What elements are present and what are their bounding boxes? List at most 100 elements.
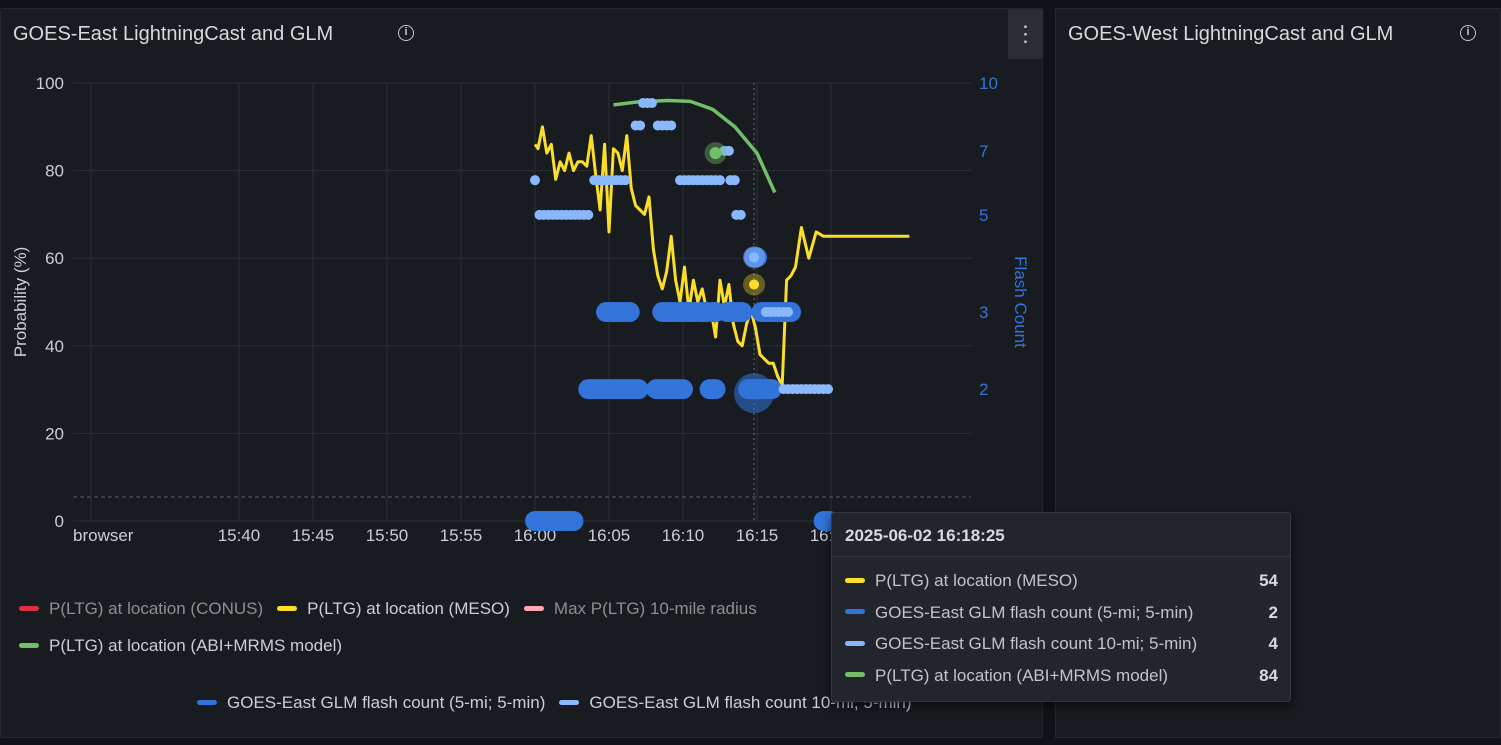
legend-item[interactable]: P(LTG) at location (MESO): [277, 599, 510, 619]
glm-10mi-point: [666, 120, 677, 131]
y2-tick-label: 10: [979, 74, 998, 93]
glm-5mi-point: [563, 511, 584, 531]
legend-label: GOES-East GLM flash count 10-mi; 5-min): [589, 693, 912, 712]
glm-10mi-point: [723, 145, 734, 156]
hover-marker-glm-5mi: [734, 373, 775, 414]
glm-10mi-point: [715, 175, 725, 186]
x-tick-label: 15:50: [366, 526, 409, 545]
glm-10mi-point: [646, 98, 657, 109]
hover-marker-abi-dot: [709, 147, 722, 160]
y2-axis-label: Flash Count: [1011, 256, 1030, 348]
y2-tick-label: 2: [979, 380, 988, 399]
legend-label: P(LTG) at location (ABI+MRMS model): [49, 636, 343, 655]
tooltip-label: P(LTG) at location (MESO): [875, 571, 1078, 590]
glm-10mi-point: [823, 384, 834, 395]
tooltip-value: 4: [1268, 634, 1278, 653]
series-line-meso: [533, 125, 910, 387]
y-tick-label: 0: [55, 512, 64, 531]
info-circle-icon[interactable]: i: [398, 25, 414, 41]
legend-swatch: [277, 605, 298, 611]
hover-marker-glm-10mi-dot: [749, 252, 760, 263]
glm-5mi-point: [673, 379, 693, 400]
tooltip-swatch: [845, 672, 865, 678]
glm-10mi-point: [635, 120, 646, 131]
tooltip-row: P(LTG) at location (ABI+MRMS model) 84: [845, 666, 1278, 688]
y-axis-label: Probability (%): [11, 247, 30, 358]
legend-mid: P(LTG) at location (ABI+MRMS model): [19, 636, 356, 656]
tooltip-row: GOES-East GLM flash count (5-mi; 5-min) 2: [845, 603, 1278, 625]
panel-menu-button[interactable]: ⋮: [1008, 9, 1043, 59]
x-tick-label: 15:55: [440, 526, 483, 545]
y-tick-label: 60: [45, 249, 64, 268]
x-tick-label: 15:40: [218, 526, 261, 545]
tooltip-value: 2: [1268, 602, 1278, 622]
tooltip-label: GOES-East GLM flash count (5-mi; 5-min): [875, 602, 1194, 622]
glm-5mi-point: [705, 379, 726, 400]
y-tick-label: 40: [45, 337, 64, 356]
x-tick-label: 16:05: [588, 526, 631, 545]
legend-label: P(LTG) at location (CONUS): [49, 599, 264, 618]
x-tick-label: 21:05: [588, 558, 631, 561]
legend-top: P(LTG) at location (CONUS) P(LTG) at loca…: [19, 599, 771, 619]
y2-tick-label: 5: [979, 206, 988, 225]
y-tick-label: 100: [36, 74, 64, 93]
tooltip-label: P(LTG) at location (ABI+MRMS model): [875, 665, 1169, 685]
info-circle-icon[interactable]: i: [1460, 25, 1476, 41]
legend-label: GOES-East GLM flash count (5-mi; 5-min): [227, 693, 546, 712]
time-row-label: browser: [73, 526, 134, 545]
x-tick-label: 21:15: [736, 558, 779, 561]
tooltip-swatch: [845, 640, 865, 646]
x-tick-label: 16:15: [736, 526, 779, 545]
legend-swatch: [197, 699, 217, 705]
glm-10mi-point: [620, 175, 631, 186]
tooltip-label: GOES-East GLM flash count 10-mi; 5-min): [875, 634, 1198, 653]
glm-10mi-point: [735, 209, 746, 220]
y-tick-label: 80: [45, 162, 64, 181]
legend-item[interactable]: P(LTG) at location (CONUS): [19, 599, 263, 619]
y2-tick-label: 3: [979, 303, 988, 322]
legend-swatch: [19, 605, 39, 611]
x-tick-label: 16:10: [662, 526, 705, 545]
legend-swatch: [559, 699, 580, 705]
x-tick-label: 20:40: [218, 558, 261, 561]
tooltip-time: 2025-06-02 16:18:25: [845, 526, 1005, 545]
tooltip-divider: [832, 556, 1290, 557]
tooltip-value: 54: [1259, 571, 1278, 590]
legend-item[interactable]: P(LTG) at location (ABI+MRMS model): [19, 636, 342, 656]
glm-5mi-point: [732, 302, 753, 323]
legend-bottom: GOES-East GLM flash count (5-mi; 5-min) G…: [197, 693, 926, 713]
tooltip-value: 84: [1259, 665, 1278, 685]
west-panel-title: GOES-West LightningCast and GLM: [1068, 23, 1394, 45]
glm-5mi-point: [628, 379, 649, 400]
x-tick-label: 15:45: [292, 526, 335, 545]
tooltip-row: P(LTG) at location (MESO) 54: [845, 571, 1278, 593]
lightning-chart[interactable]: 100 80 60 40 20 0 10 7 5 3 2 Probability (%) Flash C…: [1, 1, 1044, 561]
tooltip-row: GOES-East GLM flash count 10-mi; 5-min) 4: [845, 634, 1278, 656]
x-tick-label: 21:10: [662, 558, 705, 561]
tooltip-swatch: [845, 577, 865, 583]
legend-label: Max P(LTG) 10-mile radius: [553, 599, 757, 618]
legend-item[interactable]: GOES-East GLM flash count (5-mi; 5-min): [197, 693, 545, 713]
x-tick-label: 20:45: [292, 558, 335, 561]
east-panel: GOES-East LightningCast and GLM i ⋮ 100 8…: [0, 8, 1043, 738]
glm-5mi-point: [619, 302, 640, 323]
x-tick-label: 21:00: [514, 558, 557, 561]
x-tick-label: 20:55: [440, 558, 483, 561]
glm-10mi-point: [583, 209, 594, 220]
glm-10mi-point: [729, 175, 740, 186]
legend-label: P(LTG) at location (MESO): [307, 599, 510, 618]
glm-10mi-point: [783, 307, 794, 318]
hover-tooltip: 2025-06-02 16:18:25 P(LTG) at location (…: [831, 512, 1291, 702]
legend-swatch: [19, 642, 39, 648]
x-tick-label: 20:50: [366, 558, 409, 561]
legend-swatch: [523, 605, 544, 611]
east-panel-title: GOES-East LightningCast and GLM: [13, 23, 334, 45]
legend-item[interactable]: GOES-East GLM flash count 10-mi; 5-min): [559, 693, 912, 713]
y-tick-label: 20: [45, 424, 64, 443]
glm-10mi-point: [530, 175, 540, 186]
legend-item[interactable]: Max P(LTG) 10-mile radius: [523, 599, 757, 619]
time-row-label: utc: [73, 558, 96, 561]
y2-tick-label: 7: [979, 142, 988, 161]
tooltip-swatch: [845, 609, 865, 615]
hover-marker-meso-dot: [749, 279, 760, 290]
